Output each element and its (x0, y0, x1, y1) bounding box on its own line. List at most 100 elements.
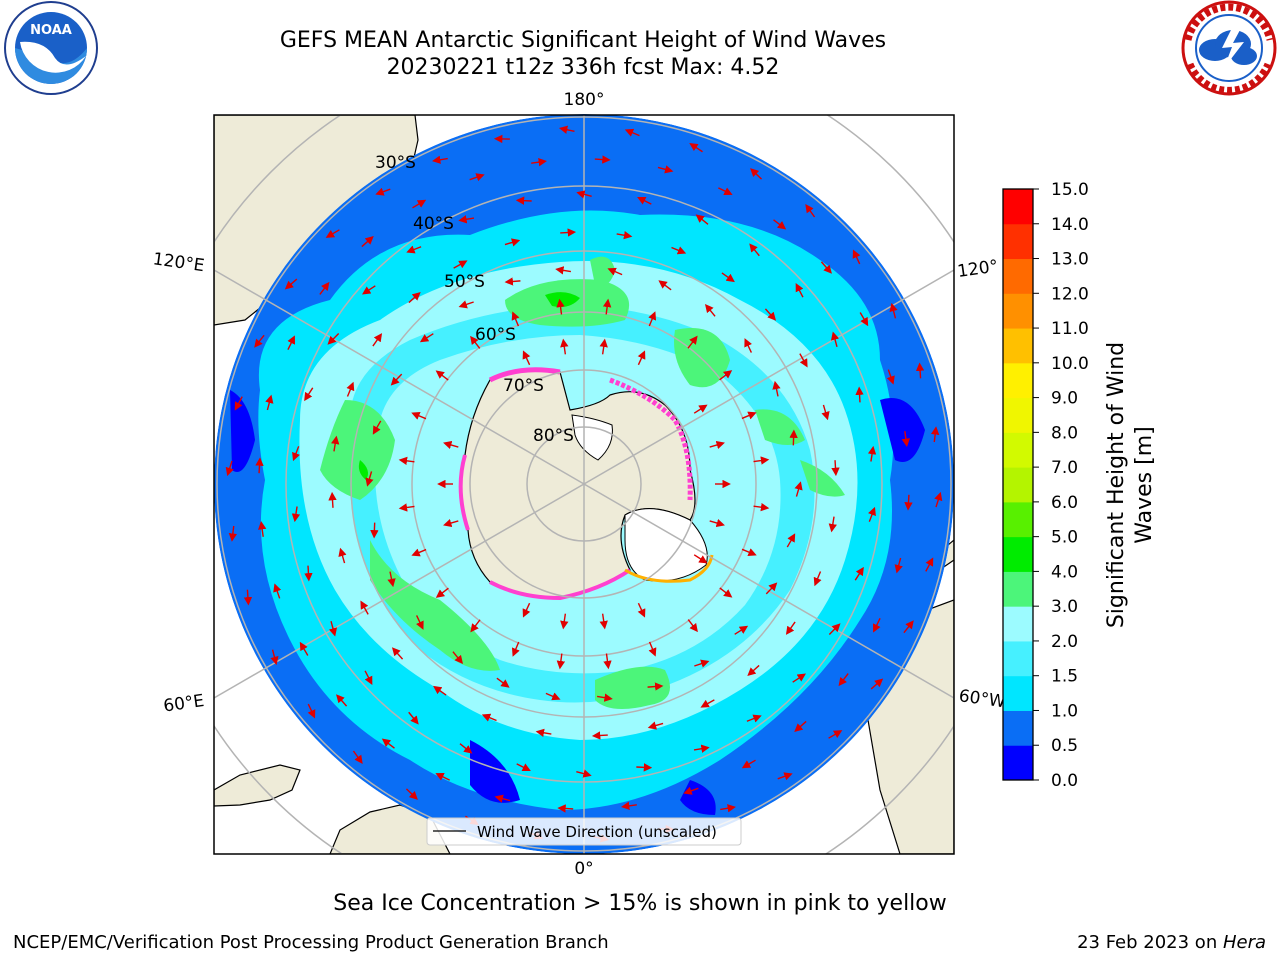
wind-wave-arrow (408, 291, 421, 304)
wind-wave-arrow (557, 804, 574, 813)
wind-wave-arrow (364, 670, 373, 685)
wind-wave-arrow (243, 589, 253, 606)
lon-label-0: 0° (574, 859, 593, 879)
colorbar-band (1003, 675, 1033, 711)
wind-wave-arrow (799, 353, 808, 368)
wind-wave-arrow (284, 278, 298, 290)
wind-wave-arrow (273, 583, 282, 599)
wind-wave-arrow (375, 187, 391, 196)
colorbar-frame (1002, 188, 1034, 781)
wind-wave-arrow (777, 772, 793, 781)
wind-wave-arrow (709, 440, 725, 450)
antarctica (458, 367, 714, 601)
wind-wave-arrow (443, 440, 459, 450)
wind-wave-arrow (391, 647, 404, 660)
wind-wave-arrow (469, 173, 485, 182)
wind-wave-arrow (873, 618, 881, 633)
wind-wave-arrow (852, 249, 861, 265)
wind-wave-arrow (616, 231, 633, 240)
wind-wave-arrow (406, 245, 422, 254)
wind-wave-arrow (254, 334, 265, 348)
wind-wave-arrow (360, 600, 369, 615)
colorbar-band (1003, 189, 1033, 225)
wind-wave-arrow (504, 277, 521, 286)
wind-wave-arrow (602, 298, 612, 315)
wind-wave-arrow (901, 431, 910, 447)
wind-wave-arrow (694, 659, 710, 668)
wind-wave-arrow (683, 786, 699, 795)
wind-wave-arrow (292, 446, 300, 462)
wind-wave-arrow (411, 411, 427, 420)
wind-wave-arrow (516, 763, 531, 771)
wind-wave-arrow (560, 613, 569, 630)
lon-label-60e: 60°E (162, 691, 205, 716)
wind-wave-arrow (671, 246, 687, 255)
wind-wave-arrow (831, 460, 840, 477)
wind-wave-arrow (637, 350, 646, 366)
wind-wave-arrow (234, 396, 243, 411)
wind-wave-arrow (813, 571, 822, 587)
wind-wave-arrow (597, 693, 613, 702)
colorbar-label-line1: Significant Height of Wind (1104, 342, 1129, 628)
wind-wave-arrow (689, 143, 703, 153)
noaa-logo-text: NOAA (30, 23, 72, 38)
wind-wave-direction-arrows (225, 125, 943, 843)
wind-wave-arrow (636, 763, 653, 772)
colorbar-band (1003, 606, 1033, 642)
colorbar-band (1003, 710, 1033, 746)
map-panel: 30°S 40°S 50°S 60°S 70°S 80°S 180° 0° 12… (152, 90, 1007, 879)
wind-wave-arrow (458, 215, 475, 224)
wind-wave-arrow (648, 311, 657, 327)
wind-wave-arrow (925, 557, 934, 572)
wind-wave-arrow (624, 128, 640, 137)
wind-wave-arrow (255, 457, 264, 474)
wind-wave-arrow (741, 548, 757, 557)
colorbar-tick-label: 9.0 (1051, 389, 1078, 409)
wind-wave-arrow (328, 491, 337, 508)
wind-wave-arrow (747, 664, 760, 677)
wind-wave-arrow (764, 308, 777, 321)
wind-wave-arrow (535, 728, 552, 737)
wind-wave-arrow (560, 228, 577, 237)
map-legend: Wind Wave Direction (unscaled) (426, 817, 742, 846)
wind-wave-arrow (930, 426, 940, 443)
colorbar: 0.0 0.5 1.0 1.5 2.0 3.0 4.0 5.0 6.0 7.0 8.0 9.0 10.0… (1002, 180, 1157, 791)
wind-wave-arrow (719, 587, 733, 598)
colorbar-tick-label: 14.0 (1051, 215, 1089, 235)
lat-label-60s: 60°S (475, 325, 516, 345)
wind-wave-arrow (603, 653, 612, 670)
wind-wave-arrow (387, 571, 396, 588)
wind-wave-arrow (352, 750, 363, 764)
wind-wave-arrow (934, 491, 943, 508)
wind-wave-arrow (443, 518, 459, 528)
wind-wave-arrow (398, 503, 415, 512)
wind-wave-arrow (591, 731, 608, 740)
lat-label-30s: 30°S (375, 153, 416, 173)
wind-wave-arrow (599, 338, 608, 355)
colorbar-band (1003, 293, 1033, 329)
wind-wave-arrow (411, 548, 427, 557)
wind-wave-arrow (765, 582, 778, 595)
wind-wave-arrow (225, 460, 234, 477)
wind-wave-arrow (494, 794, 511, 803)
wind-wave-arrow (693, 744, 710, 753)
wind-wave-arrow (805, 204, 816, 218)
wind-wave-arrow (307, 703, 316, 719)
wind-wave-arrow (304, 387, 314, 402)
wind-wave-arrow (405, 788, 418, 800)
wind-wave-arrow (432, 155, 448, 164)
colorbar-tick-label: 0.5 (1051, 736, 1078, 756)
lat-label-40s: 40°S (413, 214, 454, 234)
colorbar-band (1003, 745, 1033, 781)
wind-wave-arrow (794, 720, 807, 732)
wind-wave-arrow (794, 481, 803, 497)
map-frame (213, 114, 955, 855)
wind-wave-arrow (637, 602, 646, 618)
colorbar-tick-label: 6.0 (1051, 493, 1078, 513)
wind-wave-arrow (855, 386, 864, 403)
wind-wave-arrow (511, 311, 520, 327)
colorbar-tick-label: 10.0 (1051, 354, 1089, 374)
wind-wave-arrow (753, 502, 770, 512)
colorbar-tick-label: 11.0 (1051, 319, 1089, 339)
